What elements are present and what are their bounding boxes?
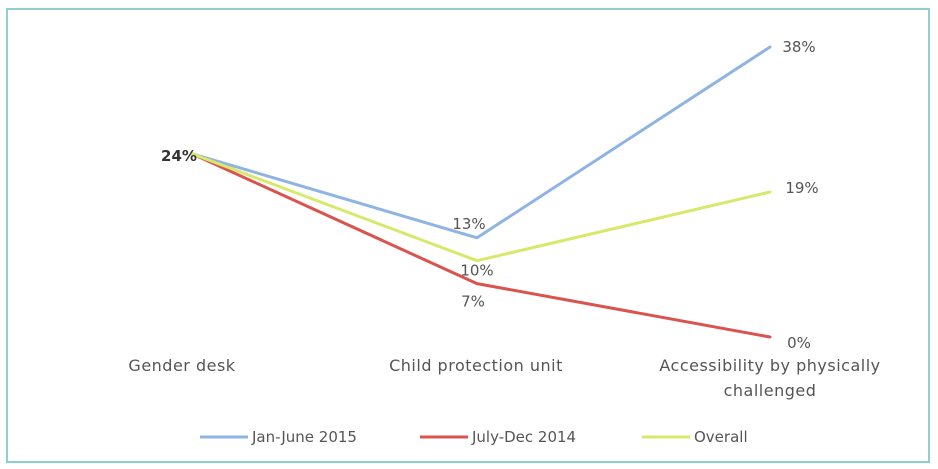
series-line-july-dec-2014 [190,152,772,339]
category-label: Child protection unit [389,356,563,375]
data-label: 13% [452,215,485,233]
data-label: 19% [785,179,818,197]
legend-label: Overall [694,428,748,446]
category-label-layer: Gender desk Child protection unit Accessib… [128,356,880,400]
data-label: 0% [787,334,811,352]
legend-label: Jan-June 2015 [251,428,357,446]
series-line-jan-june-2015 [190,45,772,240]
series-layer [190,45,772,339]
category-label: challenged [724,381,817,400]
category-label: Gender desk [128,356,235,375]
category-label: Accessibility by physically [659,356,880,375]
series-line-overall [190,152,772,263]
data-label: 24% [161,147,197,165]
data-label: 10% [460,262,493,280]
legend: Jan-June 2015 July-Dec 2014 Overall [200,428,748,446]
legend-label: July-Dec 2014 [471,428,576,446]
data-label: 7% [461,293,485,311]
data-label-layer: 13% 38% 7% 0% 24% 10% 19% [161,38,819,352]
data-label: 38% [782,38,815,56]
